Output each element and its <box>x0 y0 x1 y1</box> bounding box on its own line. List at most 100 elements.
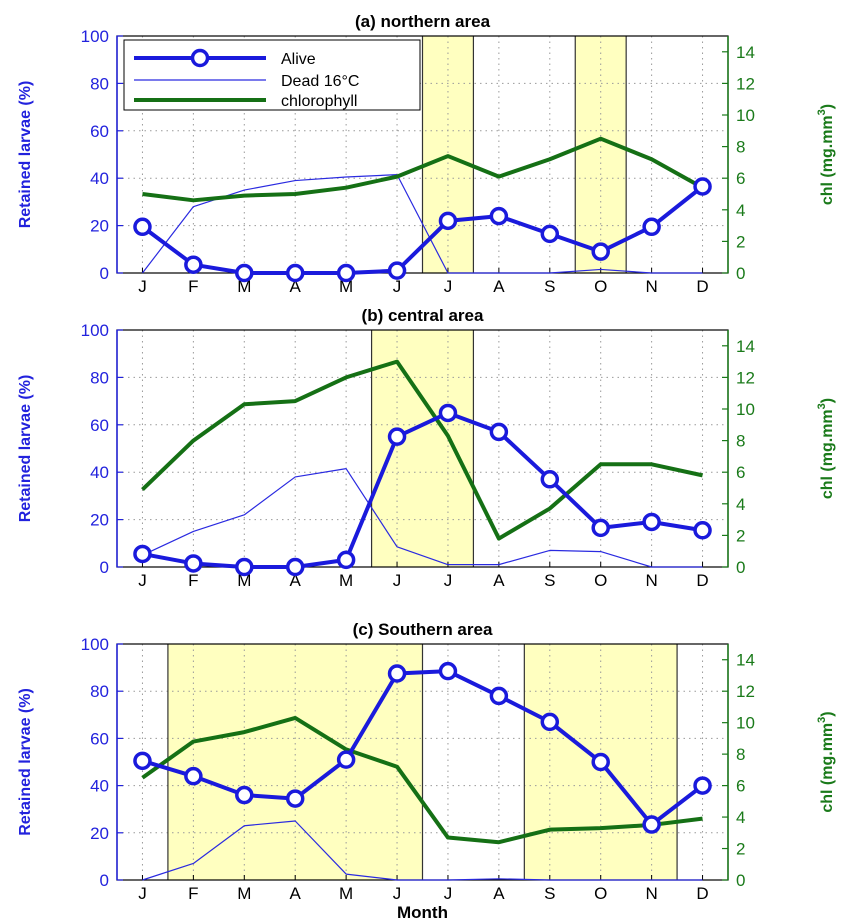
legend-label-alive: Alive <box>281 51 316 68</box>
left-tick-label: 60 <box>90 122 109 141</box>
alive-marker <box>235 557 254 577</box>
right-tick-label: 0 <box>736 264 745 283</box>
x-tick-label: M <box>237 571 251 590</box>
x-tick-label: M <box>339 277 353 296</box>
x-tick-label: D <box>696 571 708 590</box>
left-tick-label: 100 <box>81 321 109 340</box>
x-tick-label: F <box>188 884 198 903</box>
right-tick-label: 6 <box>736 463 745 482</box>
x-tick-label: J <box>444 277 453 296</box>
alive-marker <box>184 255 203 274</box>
left-tick-label: 0 <box>100 871 109 890</box>
alive-marker <box>235 785 254 805</box>
left-tick-label: 80 <box>90 74 109 93</box>
left-tick-label: 20 <box>90 824 109 843</box>
x-tick-label: A <box>493 277 505 296</box>
alive-marker <box>693 776 712 795</box>
left-tick-label: 60 <box>90 416 109 435</box>
chart-title: (c) Southern area <box>353 620 493 639</box>
x-tick-label: J <box>138 277 147 296</box>
x-tick-label: S <box>544 277 555 296</box>
chart-title: (b) central area <box>362 306 484 325</box>
right-tick-label: 4 <box>736 808 745 827</box>
right-tick-label: 6 <box>736 777 745 796</box>
y-axis-label-right: chl (mg.mm3) <box>816 398 836 499</box>
y-axis-label-right: chl (mg.mm3) <box>816 711 836 812</box>
left-tick-label: 0 <box>100 558 109 577</box>
alive-marker <box>489 422 509 442</box>
alive-marker <box>489 206 509 226</box>
left-tick-label: 40 <box>90 463 109 482</box>
left-tick-label: 80 <box>90 682 109 701</box>
alive-marker <box>387 427 407 446</box>
left-tick-label: 40 <box>90 777 109 796</box>
legend: Alive Dead 16°C chlorophyll <box>123 39 421 111</box>
alive-marker <box>285 263 305 283</box>
panel-c: 0 20 40 60 80 100 0 2 4 6 8 10 12 14 J F M A M J J A S O N D (c) S… <box>17 620 836 922</box>
alive-marker <box>693 177 712 196</box>
right-tick-label: 2 <box>736 840 745 859</box>
alive-marker <box>642 217 661 237</box>
chart-title: (a) northern area <box>355 12 491 31</box>
closing-paren: ) <box>819 711 836 716</box>
legend-label-chlorophyll: chlorophyll <box>281 93 357 110</box>
x-tick-label: A <box>493 884 505 903</box>
alive-marker <box>489 686 509 706</box>
alive-marker <box>133 751 152 771</box>
right-tick-label: 4 <box>736 495 745 514</box>
right-tick-label: 0 <box>736 558 745 577</box>
alive-marker <box>642 512 661 532</box>
right-tick-label: 14 <box>736 337 755 356</box>
right-tick-label: 0 <box>736 871 745 890</box>
alive-marker <box>133 217 152 237</box>
right-tick-label: 12 <box>736 368 755 387</box>
alive-marker <box>285 557 305 577</box>
x-tick-label: N <box>645 277 657 296</box>
right-tick-label: 8 <box>736 745 745 764</box>
y-axis-label-right: chl (mg.mm3) <box>816 104 836 205</box>
y-axis-label-left: Retained larvae (%) <box>17 375 34 523</box>
x-tick-label: J <box>393 884 402 903</box>
x-tick-label: D <box>696 277 708 296</box>
x-tick-label: A <box>290 884 302 903</box>
x-tick-label: F <box>188 277 198 296</box>
x-tick-label: M <box>339 884 353 903</box>
alive-marker <box>540 712 560 732</box>
alive-marker <box>336 750 356 769</box>
left-tick-label: 40 <box>90 169 109 188</box>
right-tick-label: 10 <box>736 400 755 419</box>
x-tick-label: J <box>444 884 453 903</box>
right-tick-label: 6 <box>736 169 745 188</box>
y-axis-label-left: Retained larvae (%) <box>17 688 34 836</box>
closing-paren: ) <box>819 104 836 109</box>
alive-marker <box>336 263 356 283</box>
legend-marker-alive <box>190 48 210 68</box>
right-tick-label: 10 <box>736 106 755 125</box>
x-tick-label: O <box>594 277 607 296</box>
right-tick-label: 8 <box>736 432 745 451</box>
alive-marker <box>591 752 610 772</box>
series-line-chlorophyll <box>141 715 703 845</box>
x-tick-label: F <box>188 571 198 590</box>
x-tick-label: N <box>645 884 657 903</box>
left-tick-label: 60 <box>90 729 109 748</box>
superscript-3: 3 <box>816 717 828 723</box>
alive-marker <box>387 261 407 280</box>
alive-marker <box>438 211 458 231</box>
x-tick-label: N <box>645 571 657 590</box>
right-tick-label: 12 <box>736 74 755 93</box>
alive-marker <box>235 263 254 283</box>
series-line-dead <box>142 820 703 881</box>
x-tick-label: J <box>444 571 453 590</box>
alive-marker <box>438 403 458 423</box>
x-tick-label: S <box>544 571 555 590</box>
alive-marker <box>133 544 152 564</box>
alive-marker <box>285 789 305 808</box>
right-tick-label: 10 <box>736 714 755 733</box>
left-tick-label: 100 <box>81 27 109 46</box>
alive-marker <box>184 554 203 573</box>
series-line-dead <box>142 468 703 568</box>
closing-paren: ) <box>819 398 836 403</box>
left-tick-label: 100 <box>81 635 109 654</box>
